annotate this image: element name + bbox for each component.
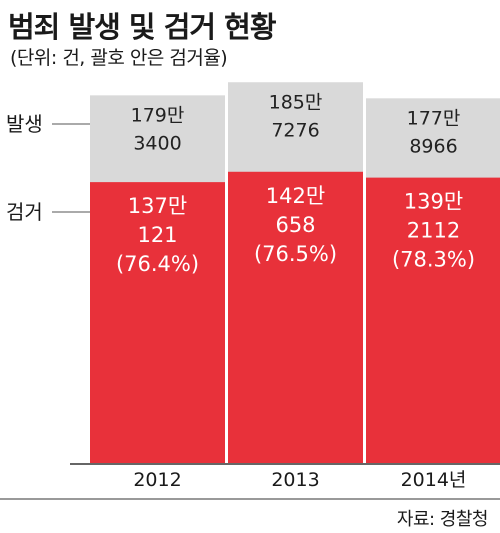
chart-title: 범죄 발생 및 검거 현황 [8,10,277,44]
x-tick-label: 2012 [133,469,181,491]
bar-arrested [90,182,225,464]
arrested-data-label: 2112 [407,219,460,243]
occurred-data-label: 8966 [409,135,457,157]
arrested-data-label: 137만 [128,194,187,218]
arrested-data-label: (76.4%) [116,252,199,276]
occurred-data-label: 3400 [133,132,181,154]
bar-arrested [228,171,363,463]
occurred-data-label: 185만 [269,91,323,113]
occurred-data-label: 7276 [271,119,319,141]
occurred-data-label: 177만 [407,107,461,129]
arrested-data-label: (76.5%) [254,242,337,266]
arrested-data-label: 658 [275,213,315,237]
legend-label: 발생 [6,112,43,136]
chart-subtitle: (단위: 건, 괄호 안은 검거율) [10,47,228,69]
arrested-data-label: 142만 [266,184,325,208]
arrested-data-label: 139만 [404,190,463,214]
x-tick-label: 2013 [271,469,319,491]
x-tick-label: 2014년 [401,469,467,491]
occurred-data-label: 179만 [131,104,185,126]
source-note: 자료: 경찰청 [396,509,489,530]
arrested-data-label: 121 [137,223,177,247]
bar-arrested [366,177,500,463]
legend-label: 검거 [6,200,43,224]
arrested-data-label: (78.3%) [392,248,475,272]
